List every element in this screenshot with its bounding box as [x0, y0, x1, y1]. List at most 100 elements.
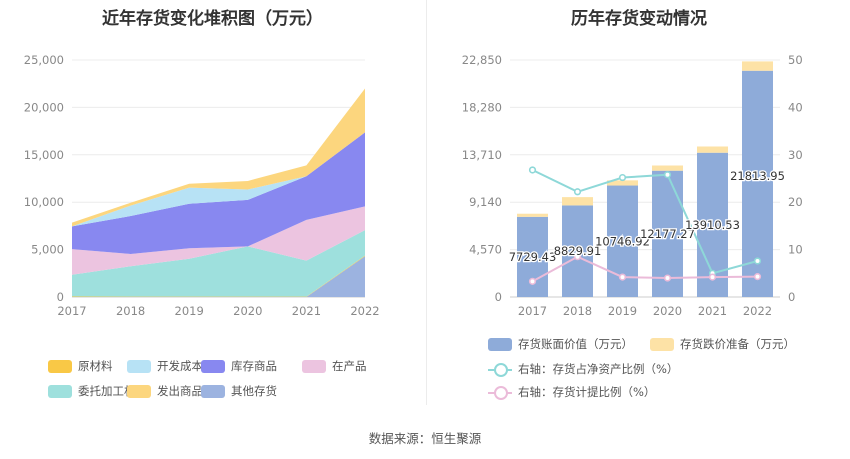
legend-item[interactable]: 存货账面价值（万元） — [488, 336, 633, 352]
bar-data-label: 12177.27 — [640, 227, 695, 241]
line-point — [708, 273, 717, 281]
x-tick-label: 2018 — [116, 304, 145, 318]
line-point — [573, 188, 582, 196]
x-tick-label: 2019 — [608, 304, 637, 318]
y-tick-label: 13,710 — [462, 148, 502, 162]
x-tick-label: 2018 — [563, 304, 592, 318]
legend-swatch — [127, 359, 151, 373]
y-tick-label: 5,000 — [31, 243, 64, 257]
bar-data-label: 7729.43 — [509, 250, 557, 264]
y2-tick-label: 50 — [788, 53, 803, 67]
legend-label: 存货跌价准备（万元） — [680, 337, 795, 351]
bar-line-chart: 0 4,570 9,140 13,710 18,280 22,850 0 10 20 30 40 50… — [462, 53, 803, 318]
legend-item[interactable]: 库存商品 — [201, 358, 277, 374]
legend-swatch — [127, 384, 151, 398]
legend-label: 开发成本 — [157, 359, 203, 373]
right-chart-title: 历年存货变动情况 — [571, 9, 707, 29]
bar-book-value — [562, 205, 593, 297]
line-point — [753, 273, 762, 281]
legend-item[interactable]: 存货跌价准备（万元） — [650, 336, 795, 352]
line-point — [618, 173, 627, 182]
legend-swatch — [302, 359, 326, 373]
area-库存商品 — [72, 132, 365, 254]
y2-tick-label: 0 — [788, 290, 795, 304]
area-委托加工材料 — [72, 230, 365, 297]
legend-item[interactable]: 右轴：存货计提比例（%） — [488, 384, 655, 400]
legend-swatch — [488, 385, 512, 400]
line-point — [753, 257, 762, 265]
legend-swatch — [201, 384, 225, 398]
x-tick-label: 2017 — [518, 304, 547, 318]
legend-swatch — [488, 337, 512, 351]
legend-item[interactable]: 其他存货 — [201, 383, 277, 399]
y-tick-label: 18,280 — [462, 100, 502, 114]
x-tick-label: 2017 — [57, 304, 86, 318]
y-tick-label: 0 — [57, 290, 64, 304]
bar-impairment — [562, 197, 593, 206]
legend-label: 在产品 — [332, 359, 367, 373]
legend-label: 原材料 — [78, 359, 113, 373]
bar-data-label: 10746.92 — [595, 234, 650, 248]
x-tick-label: 2022 — [350, 304, 379, 318]
y-tick-label: 15,000 — [24, 148, 64, 162]
x-tick-label: 2021 — [292, 304, 321, 318]
y-tick-label: 22,850 — [462, 53, 502, 67]
x-tick-label: 2019 — [175, 304, 204, 318]
legend-label: 发出商品 — [157, 384, 203, 398]
panel-divider — [426, 0, 427, 405]
y-tick-label: 0 — [495, 290, 502, 304]
bar-impairment — [607, 180, 638, 186]
y2-tick-label: 20 — [788, 195, 803, 209]
stacked-area-panel: 近年存货变化堆积图（万元） 0 5,000 10,000 15,000 20,000 25… — [24, 9, 380, 399]
inventory-change-panel: 历年存货变动情况 0 4,570 9,140 13,710 18,280 22,850 0 1… — [428, 0, 850, 459]
y2-tick-label: 40 — [788, 100, 803, 114]
legend-item[interactable]: 开发成本 — [127, 358, 203, 374]
x-tick-label: 2022 — [743, 304, 772, 318]
legend-item[interactable]: 右轴：存货占净资产比例（%） — [488, 361, 678, 377]
line-point — [618, 273, 627, 281]
bar-data-label: 8829.91 — [554, 244, 602, 258]
legend-item[interactable]: 发出商品 — [127, 383, 203, 399]
area-开发成本 — [72, 132, 365, 227]
y-tick-label: 20,000 — [24, 100, 64, 114]
legend-item[interactable]: 在产品 — [302, 358, 367, 374]
y2-tick-label: 30 — [788, 148, 803, 162]
bar-impairment — [742, 61, 773, 71]
legend-swatch — [650, 337, 674, 351]
legend-label: 右轴：存货计提比例（%） — [518, 385, 656, 399]
x-tick-label: 2021 — [698, 304, 727, 318]
y-tick-label: 4,570 — [469, 243, 502, 257]
line-point — [573, 253, 582, 261]
left-chart-title: 近年存货变化堆积图（万元） — [102, 9, 323, 29]
line-point — [528, 277, 537, 285]
bar-impairment — [697, 146, 728, 153]
legend-label: 存货账面价值（万元） — [518, 337, 633, 351]
y-tick-label: 10,000 — [24, 195, 64, 209]
data-source: 数据来源：恒生聚源 — [368, 431, 482, 446]
line-0 — [532, 169, 758, 275]
area-其他存货 — [72, 256, 365, 297]
x-tick-label: 2020 — [233, 304, 262, 318]
legend-label: 右轴：存货占净资产比例（%） — [518, 362, 679, 376]
stacked-area-chart: 0 5,000 10,000 15,000 20,000 25,000 2017 2018 20… — [24, 53, 380, 318]
area-在产品 — [72, 206, 365, 275]
y2-tick-label: 10 — [788, 243, 803, 257]
y-tick-label: 9,140 — [469, 195, 502, 209]
legend-item[interactable]: 原材料 — [48, 358, 113, 374]
bar-data-label: 21813.95 — [730, 169, 785, 183]
line-point — [663, 171, 672, 179]
legend-swatch — [488, 362, 512, 377]
legend-swatch — [48, 359, 72, 373]
legend-swatch — [48, 384, 72, 398]
line-1 — [532, 255, 758, 283]
y-tick-label: 25,000 — [24, 53, 64, 67]
bar-impairment — [517, 213, 548, 217]
legend-label: 库存商品 — [231, 359, 277, 373]
x-tick-label: 2020 — [653, 304, 682, 318]
line-point — [663, 274, 672, 282]
legend-swatch — [201, 359, 225, 373]
legend-label: 其他存货 — [231, 384, 277, 398]
line-point — [528, 166, 537, 174]
bar-impairment — [652, 165, 683, 171]
bar-data-label: 13910.53 — [685, 218, 740, 232]
